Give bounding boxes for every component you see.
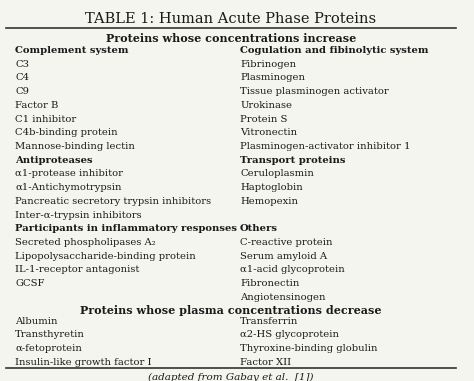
Text: α2-HS glycoprotein: α2-HS glycoprotein [240, 330, 339, 339]
Text: Plasminogen: Plasminogen [240, 74, 305, 82]
Text: Pancreatic secretory trypsin inhibitors: Pancreatic secretory trypsin inhibitors [15, 197, 211, 206]
Text: Proteins whose concentrations increase: Proteins whose concentrations increase [106, 34, 356, 45]
Text: Urokinase: Urokinase [240, 101, 292, 110]
Text: Transthyretin: Transthyretin [15, 330, 85, 339]
Text: Haptoglobin: Haptoglobin [240, 183, 303, 192]
Text: TABLE 1: Human Acute Phase Proteins: TABLE 1: Human Acute Phase Proteins [85, 12, 376, 26]
Text: Secreted phospholipases A₂: Secreted phospholipases A₂ [15, 238, 156, 247]
Text: Complement system: Complement system [15, 46, 128, 55]
Text: Thyroxine-binding globulin: Thyroxine-binding globulin [240, 344, 378, 353]
Text: Hemopexin: Hemopexin [240, 197, 298, 206]
Text: Serum amyloid A: Serum amyloid A [240, 252, 327, 261]
Text: Participants in inflammatory responses: Participants in inflammatory responses [15, 224, 237, 233]
Text: Fibronectin: Fibronectin [240, 279, 300, 288]
Text: Fibrinogen: Fibrinogen [240, 60, 296, 69]
Text: Ceruloplasmin: Ceruloplasmin [240, 170, 314, 178]
Text: Cogulation and fibinolytic system: Cogulation and fibinolytic system [240, 46, 428, 55]
Text: Vitronectin: Vitronectin [240, 128, 297, 137]
Text: Transport proteins: Transport proteins [240, 156, 346, 165]
Text: C4b-binding protein: C4b-binding protein [15, 128, 118, 137]
Text: C9: C9 [15, 87, 29, 96]
Text: Insulin-like growth factor I: Insulin-like growth factor I [15, 358, 152, 367]
Text: Tissue plasminogen activator: Tissue plasminogen activator [240, 87, 389, 96]
Text: Protein S: Protein S [240, 115, 287, 123]
Text: C4: C4 [15, 74, 29, 82]
Text: Plasminogen-activator inhibitor 1: Plasminogen-activator inhibitor 1 [240, 142, 410, 151]
Text: Transferrin: Transferrin [240, 317, 299, 325]
Text: C-reactive protein: C-reactive protein [240, 238, 333, 247]
Text: C3: C3 [15, 60, 29, 69]
Text: (adapted from Gabay et al.  [1]): (adapted from Gabay et al. [1]) [148, 373, 314, 381]
Text: Inter-α-trypsin inhibitors: Inter-α-trypsin inhibitors [15, 211, 142, 219]
Text: α1-Antichymotrypsin: α1-Antichymotrypsin [15, 183, 122, 192]
Text: Proteins whose plasma concentrations decrease: Proteins whose plasma concentrations dec… [80, 305, 382, 316]
Text: Lipopolysaccharide-binding protein: Lipopolysaccharide-binding protein [15, 252, 196, 261]
Text: C1 inhibitor: C1 inhibitor [15, 115, 76, 123]
Text: Antiproteases: Antiproteases [15, 156, 93, 165]
Text: α1-protease inhibitor: α1-protease inhibitor [15, 170, 123, 178]
Text: GCSF: GCSF [15, 279, 45, 288]
Text: Factor XII: Factor XII [240, 358, 291, 367]
Text: α1-acid glycoprotein: α1-acid glycoprotein [240, 266, 345, 274]
Text: α-fetoprotein: α-fetoprotein [15, 344, 82, 353]
Text: Factor B: Factor B [15, 101, 58, 110]
Text: Albumin: Albumin [15, 317, 58, 325]
Text: Angiotensinogen: Angiotensinogen [240, 293, 326, 302]
Text: Mannose-binding lectin: Mannose-binding lectin [15, 142, 135, 151]
Text: Others: Others [240, 224, 278, 233]
Text: IL-1-receptor antagonist: IL-1-receptor antagonist [15, 266, 139, 274]
